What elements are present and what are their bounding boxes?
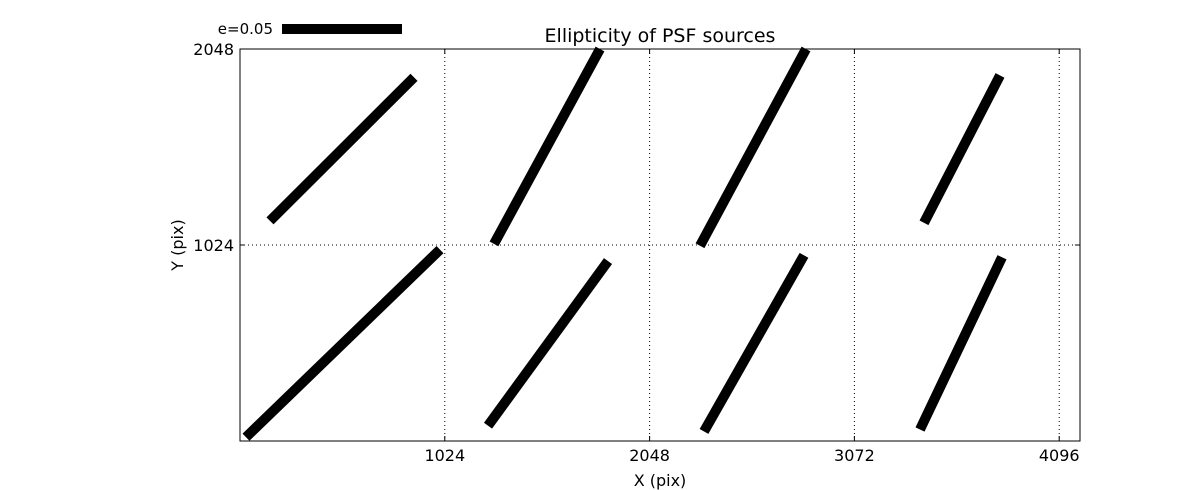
ellipticity-segments	[242, 46, 1007, 441]
x-tick-label: 3072	[834, 446, 875, 465]
axis-ticks: 1024 2048 3072 4096 1024 2048	[193, 40, 1080, 465]
x-tick-label: 4096	[1039, 446, 1080, 465]
ellipticity-segment	[919, 73, 1005, 226]
ellipticity-segment	[695, 46, 811, 249]
ellipticity-segment	[266, 73, 418, 225]
x-tick-label: 1024	[424, 446, 465, 465]
grid-lines	[240, 48, 1080, 441]
ellipticity-segment	[483, 258, 613, 429]
scale-key-label: e=0.05	[218, 20, 273, 38]
ellipticity-segment	[915, 255, 1007, 432]
ellipticity-segment	[699, 252, 809, 434]
chart-title: Ellipticity of PSF sources	[545, 25, 776, 47]
y-tick-label: 2048	[193, 40, 234, 59]
y-tick-label: 1024	[193, 236, 234, 255]
x-tick-label: 2048	[629, 446, 670, 465]
ellipticity-segment	[242, 245, 444, 441]
y-axis-label: Y (pix)	[168, 219, 187, 271]
ellipticity-segment	[489, 46, 605, 247]
x-axis-label: X (pix)	[634, 471, 687, 490]
scale-key: e=0.05	[218, 20, 402, 38]
